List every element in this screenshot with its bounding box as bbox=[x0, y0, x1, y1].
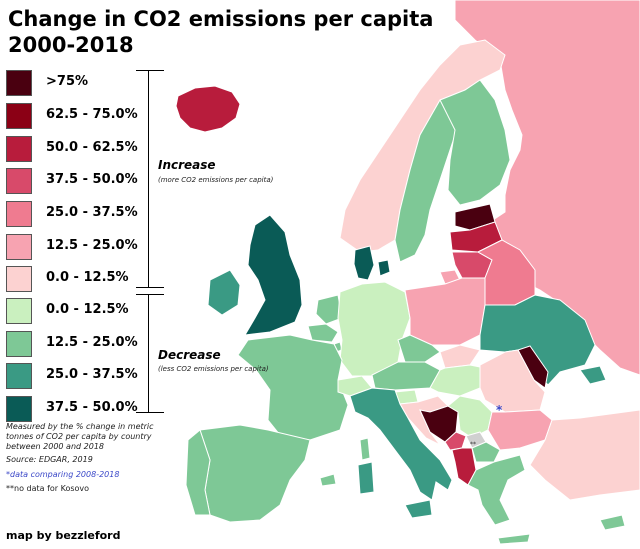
legend-label: 50.0 - 62.5% bbox=[46, 140, 138, 155]
decrease-bracket-bottom bbox=[136, 412, 164, 413]
country-netherlands bbox=[315, 294, 343, 325]
country-poland bbox=[404, 277, 486, 346]
increase-subtitle: (more CO2 emissions per capita) bbox=[158, 176, 274, 184]
decrease-subtitle: (less CO2 emissions per capita) bbox=[158, 365, 269, 373]
legend-label: 0.0 - 12.5% bbox=[46, 270, 129, 285]
country-italy-sicily bbox=[404, 499, 433, 519]
country-slovakia bbox=[439, 344, 481, 369]
decrease-title: Decrease bbox=[158, 348, 221, 362]
legend-swatch bbox=[6, 168, 32, 194]
title-line-1: Change in CO2 emissions per capita bbox=[8, 7, 434, 31]
country-denmark-islands bbox=[377, 259, 391, 277]
legend-label: 12.5 - 25.0% bbox=[46, 335, 138, 350]
country-turkey bbox=[529, 409, 640, 501]
increase-bracket-top bbox=[136, 70, 164, 71]
country-finland bbox=[439, 79, 511, 206]
legend-label: 12.5 - 25.0% bbox=[46, 238, 138, 253]
country-portugal bbox=[185, 429, 211, 516]
country-iceland bbox=[175, 85, 241, 133]
legend-swatch bbox=[6, 331, 32, 357]
legend-label: >75% bbox=[46, 74, 89, 89]
legend-swatch bbox=[6, 363, 32, 389]
country-italy-sardinia bbox=[357, 461, 375, 495]
legend-label: 25.0 - 37.5% bbox=[46, 367, 138, 382]
country-united-kingdom bbox=[244, 214, 303, 336]
map-title: Change in CO2 emissions per capita 2000-… bbox=[8, 6, 433, 58]
measurement-note: Measured by the % change in metric tonne… bbox=[6, 422, 154, 451]
legend-swatch bbox=[6, 70, 32, 96]
country-spain-balearic bbox=[319, 473, 337, 487]
increase-bracket-bottom bbox=[136, 287, 164, 288]
country-ukraine-crimea bbox=[579, 365, 607, 385]
legend-label: 25.0 - 37.5% bbox=[46, 205, 138, 220]
country-france bbox=[237, 334, 349, 441]
asterisk-marker: * bbox=[496, 403, 503, 417]
legend-swatch bbox=[6, 266, 32, 292]
country-ireland bbox=[207, 269, 241, 316]
country-cyprus bbox=[599, 514, 626, 531]
country-greece bbox=[467, 454, 526, 526]
asterisk-note: *data comparing 2008-2018 bbox=[6, 470, 120, 479]
decrease-bracket bbox=[136, 294, 149, 412]
country-north-macedonia bbox=[471, 441, 501, 463]
title-line-2: 2000-2018 bbox=[8, 33, 134, 57]
legend-swatch bbox=[6, 396, 32, 422]
legend-swatch bbox=[6, 136, 32, 162]
country-bosnia bbox=[419, 405, 459, 443]
country-romania bbox=[479, 349, 546, 413]
legend-label: 37.5 - 50.0% bbox=[46, 172, 138, 187]
country-shapes bbox=[175, 0, 640, 545]
legend-swatch bbox=[6, 103, 32, 129]
kosovo-marker: ** bbox=[470, 441, 476, 448]
increase-bracket bbox=[136, 70, 149, 288]
legend-label: 62.5 - 75.0% bbox=[46, 107, 138, 122]
country-greece-crete bbox=[497, 533, 531, 545]
legend-label: 0.0 - 12.5% bbox=[46, 302, 129, 317]
legend-swatch bbox=[6, 234, 32, 260]
source-note: Source: EDGAR, 2019 bbox=[6, 455, 93, 464]
country-belgium bbox=[307, 323, 339, 343]
country-denmark bbox=[353, 245, 375, 281]
increase-title: Increase bbox=[158, 158, 216, 172]
legend-swatch bbox=[6, 201, 32, 227]
legend-label: 37.5 - 50.0% bbox=[46, 400, 138, 415]
kosovo-note: **no data for Kosovo bbox=[6, 484, 90, 493]
country-italy bbox=[349, 387, 453, 501]
country-france-corsica bbox=[359, 437, 371, 461]
decrease-bracket-top bbox=[136, 294, 164, 295]
map-credit: map by bezzleford bbox=[6, 529, 121, 542]
legend-swatch bbox=[6, 298, 32, 324]
country-montenegro bbox=[444, 431, 467, 451]
